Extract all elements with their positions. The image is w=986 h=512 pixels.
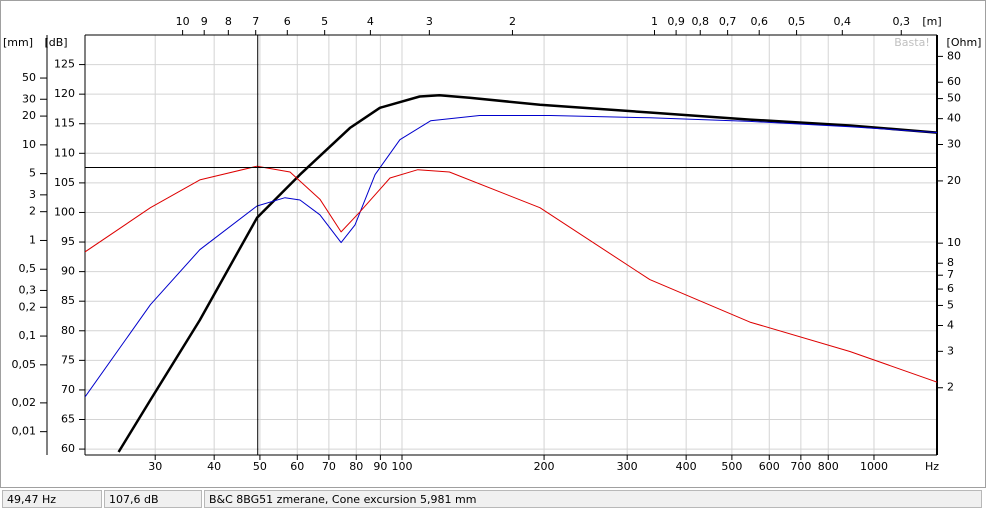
x2-tick-label: 0,7 — [719, 15, 737, 28]
y3-tick-label: 7 — [947, 268, 954, 281]
data-line — [85, 165, 937, 383]
x-tick-label: 50 — [253, 460, 267, 473]
x-tick-label: 800 — [818, 460, 839, 473]
y3-tick-label: 6 — [947, 282, 954, 295]
x-tick-label: 100 — [391, 460, 412, 473]
x2-tick-label: 1 — [651, 15, 658, 28]
x-tick-label: 300 — [617, 460, 638, 473]
x-tick-label: 500 — [721, 460, 742, 473]
x2-tick-label: 0,4 — [834, 15, 852, 28]
y-tick-label: 105 — [54, 176, 75, 189]
y3-tick-label: 5 — [947, 298, 954, 311]
y-tick-label: 115 — [54, 117, 75, 130]
y3-tick-label: 8 — [947, 256, 954, 269]
status-frequency: 49,47 Hz — [2, 490, 102, 508]
x2-axis-label: [m] — [922, 15, 941, 28]
x2-tick-label: 4 — [367, 15, 374, 28]
x2-tick-label: 8 — [225, 15, 232, 28]
x2-tick-label: 0,5 — [788, 15, 806, 28]
y2-tick-label: 2 — [29, 205, 36, 218]
y2-tick-label: 3 — [29, 188, 36, 201]
x-tick-label: 600 — [759, 460, 780, 473]
x2-tick-label: 10 — [176, 15, 190, 28]
y-tick-label: 80 — [61, 324, 75, 337]
y-tick-label: 110 — [54, 146, 75, 159]
y2-tick-label: 0,5 — [19, 262, 37, 275]
y-tick-label: 125 — [54, 58, 75, 71]
x2-tick-label: 3 — [426, 15, 433, 28]
y2-tick-label: 30 — [22, 92, 36, 105]
y3-tick-label: 30 — [947, 137, 961, 150]
y3-tick-label: 2 — [947, 381, 954, 394]
y3-tick-label: 4 — [947, 318, 954, 331]
x2-tick-label: 0,6 — [750, 15, 768, 28]
y2-tick-label: 50 — [22, 71, 36, 84]
y2-tick-label: 5 — [29, 167, 36, 180]
y2-tick-label: 0,01 — [12, 425, 37, 438]
y3-tick-label: 50 — [947, 92, 961, 105]
y2-tick-label: 0,2 — [19, 300, 37, 313]
x-tick-label: 30 — [148, 460, 162, 473]
x-tick-label: 200 — [534, 460, 555, 473]
x-tick-label: 700 — [790, 460, 811, 473]
y-tick-label: 90 — [61, 265, 75, 278]
y-tick-label: 95 — [61, 235, 75, 248]
y-tick-label: 65 — [61, 413, 75, 426]
y-tick-label: 120 — [54, 87, 75, 100]
chart: Basta! [mm] [dB] [Ohm] [m] Hz 6065707580… — [0, 0, 986, 488]
x2-tick-label: 6 — [284, 15, 291, 28]
x2-tick-label: 2 — [509, 15, 516, 28]
data-line — [85, 115, 937, 398]
x-tick-label: 1000 — [860, 460, 888, 473]
y3-tick-label: 3 — [947, 344, 954, 357]
y3-tick-label: 20 — [947, 174, 961, 187]
y3-tick-label: 60 — [947, 75, 961, 88]
x2-tick-label: 9 — [201, 15, 208, 28]
status-level: 107,6 dB — [104, 490, 202, 508]
y-tick-label: 60 — [61, 442, 75, 455]
y2-tick-label: 20 — [22, 109, 36, 122]
y3-tick-label: 40 — [947, 112, 961, 125]
x-tick-label: 40 — [207, 460, 221, 473]
y-tick-label: 75 — [61, 353, 75, 366]
x-tick-label: 70 — [322, 460, 336, 473]
y-axis-label: [dB] — [44, 36, 67, 49]
y2-tick-label: 0,3 — [19, 283, 37, 296]
data-line — [117, 94, 937, 453]
y2-tick-label: 0,02 — [12, 396, 37, 409]
x2-tick-label: 0,3 — [893, 15, 911, 28]
x-tick-label: 80 — [349, 460, 363, 473]
y3-tick-label: 10 — [947, 236, 961, 249]
y2-tick-label: 0,1 — [19, 329, 37, 342]
y2-tick-label: 0,05 — [12, 358, 37, 371]
x-tick-label: 60 — [290, 460, 304, 473]
y3-tick-label: 80 — [947, 49, 961, 62]
y2-axis-label: [mm] — [3, 36, 33, 49]
x-axis-label: Hz — [925, 460, 939, 473]
x2-tick-label: 7 — [252, 15, 259, 28]
y3-axis-label: [Ohm] — [947, 36, 982, 49]
x2-tick-label: 0,8 — [691, 15, 709, 28]
x-tick-label: 400 — [676, 460, 697, 473]
y-tick-label: 100 — [54, 205, 75, 218]
window-frame — [0, 0, 986, 488]
watermark: Basta! — [894, 36, 929, 49]
y2-tick-label: 10 — [22, 138, 36, 151]
x-tick-label: 90 — [373, 460, 387, 473]
x2-tick-label: 5 — [321, 15, 328, 28]
x2-tick-label: 0,9 — [667, 15, 685, 28]
y-tick-label: 85 — [61, 294, 75, 307]
status-message: B&C 8BG51 zmerane, Cone excursion 5,981 … — [204, 490, 982, 508]
y-tick-label: 70 — [61, 383, 75, 396]
y2-tick-label: 1 — [29, 233, 36, 246]
